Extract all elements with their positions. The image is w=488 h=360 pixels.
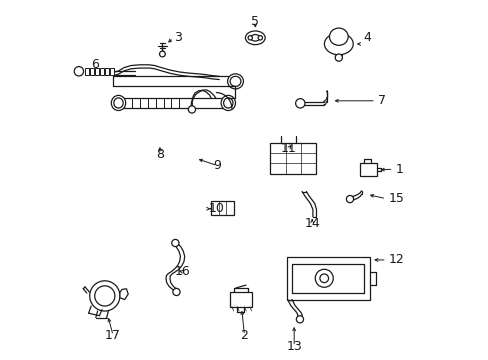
Text: 10: 10 [208, 202, 224, 215]
Bar [286, 257, 369, 300]
Text: 5: 5 [251, 15, 259, 28]
Bar [110, 68, 114, 75]
Ellipse shape [230, 76, 241, 86]
Bar [211, 201, 233, 215]
Text: 16: 16 [174, 265, 190, 278]
Ellipse shape [111, 95, 125, 111]
Text: 14: 14 [304, 217, 320, 230]
Circle shape [346, 195, 353, 203]
Bar [104, 68, 108, 75]
Circle shape [159, 51, 165, 57]
Bar [359, 163, 376, 176]
Ellipse shape [245, 31, 264, 45]
Text: 17: 17 [105, 329, 121, 342]
Text: 3: 3 [174, 31, 182, 44]
Ellipse shape [114, 98, 123, 108]
Bar [270, 143, 316, 174]
Circle shape [95, 286, 115, 306]
Text: 2: 2 [240, 329, 248, 342]
Text: 7: 7 [377, 94, 385, 107]
Text: 15: 15 [387, 192, 404, 205]
Polygon shape [120, 289, 128, 300]
Text: 11: 11 [280, 142, 296, 155]
Circle shape [172, 288, 180, 296]
Ellipse shape [324, 33, 352, 55]
Circle shape [247, 36, 252, 40]
Ellipse shape [223, 98, 232, 108]
Circle shape [335, 54, 342, 61]
Bar [95, 68, 99, 75]
Circle shape [89, 281, 120, 311]
Bar [84, 68, 88, 75]
Circle shape [319, 274, 328, 283]
Text: 6: 6 [91, 58, 99, 71]
Ellipse shape [329, 28, 347, 45]
Bar [100, 68, 103, 75]
Circle shape [296, 316, 303, 323]
Bar [89, 68, 94, 75]
Text: 4: 4 [363, 31, 370, 44]
Text: 12: 12 [387, 253, 404, 266]
Circle shape [295, 99, 305, 108]
Ellipse shape [221, 95, 235, 111]
Circle shape [188, 106, 195, 113]
Circle shape [171, 239, 179, 247]
Ellipse shape [227, 74, 243, 89]
Bar [230, 292, 251, 307]
Text: 13: 13 [285, 340, 302, 353]
Text: 1: 1 [395, 163, 403, 176]
Ellipse shape [250, 35, 260, 41]
Text: 9: 9 [213, 159, 221, 172]
Circle shape [74, 67, 83, 76]
Text: 8: 8 [156, 148, 163, 161]
Circle shape [258, 36, 262, 40]
Circle shape [315, 269, 332, 287]
